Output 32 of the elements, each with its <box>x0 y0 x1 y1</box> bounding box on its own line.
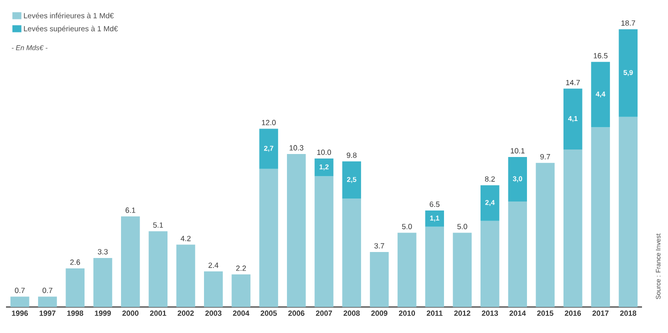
bar <box>314 158 334 176</box>
bar <box>563 88 582 150</box>
bar <box>618 29 638 117</box>
bar <box>176 244 196 307</box>
bar <box>591 127 610 307</box>
bar <box>508 202 527 307</box>
bar <box>618 116 638 307</box>
bar <box>425 226 444 307</box>
bar <box>232 274 250 307</box>
bar <box>398 232 416 307</box>
bar <box>286 154 306 307</box>
bar <box>148 231 168 307</box>
bar <box>563 150 582 307</box>
bar <box>370 252 389 307</box>
bar <box>259 128 278 169</box>
bar <box>425 210 444 227</box>
bar <box>480 185 500 221</box>
bar <box>591 62 610 128</box>
bar <box>536 162 555 307</box>
bar <box>204 271 223 307</box>
bar <box>259 168 278 307</box>
bar <box>342 161 362 199</box>
bar <box>452 232 472 307</box>
bar <box>66 268 85 307</box>
bar <box>10 296 30 307</box>
bar <box>38 296 57 307</box>
bar <box>121 216 140 307</box>
bar <box>342 198 362 307</box>
bar <box>314 176 334 307</box>
bar <box>480 220 500 307</box>
bar <box>93 258 112 307</box>
bar <box>508 156 527 202</box>
